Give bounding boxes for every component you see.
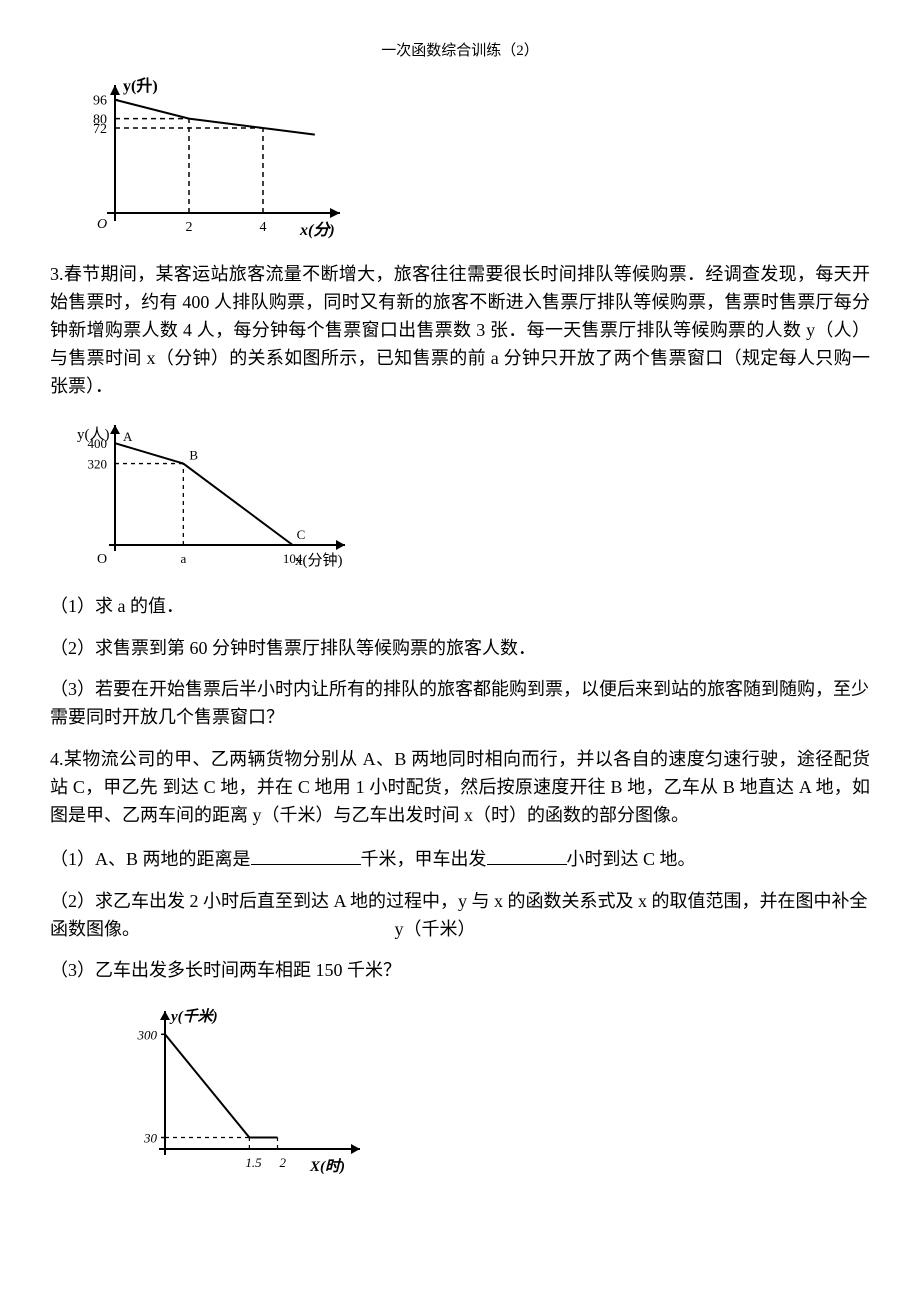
- q4-sub2: （2）求乙车出发 2 小时后直至到达 A 地的过程中，y 与 x 的函数关系式及…: [50, 888, 870, 944]
- header-title: 一次函数综合训练（2）: [381, 43, 539, 59]
- svg-text:O: O: [97, 217, 107, 232]
- svg-text:x(分): x(分): [299, 221, 335, 239]
- svg-text:400: 400: [88, 436, 108, 451]
- svg-text:X(时): X(时): [309, 1158, 345, 1175]
- q4-sub1-mid: 千米，甲车出发: [361, 849, 487, 869]
- page-header: 一次函数综合训练（2）: [50, 40, 870, 63]
- q4-number: 4.: [50, 749, 64, 769]
- q3-text: 春节期间，某客运站旅客流量不断增大，旅客往往需要很长时间排队等候购票．经调查发现…: [50, 264, 870, 396]
- q4-sub1: （1）A、B 两地的距离是 千米，甲车出发 小时到达 C 地。: [50, 844, 870, 874]
- q4-sub1-post: 小时到达 C 地。: [567, 849, 696, 869]
- chart2-svg: y(人)x(分钟)O320400a104ABC: [60, 415, 360, 575]
- svg-text:4: 4: [260, 220, 267, 235]
- q3-sub3: （3）若要在开始售票后半小时内让所有的排队的旅客都能购到票，以便后来到站的旅客随…: [50, 676, 870, 732]
- chart3-svg: y(千米) X(时) 30 300 1.5 2: [110, 999, 370, 1179]
- svg-text:y(千米): y(千米): [169, 1008, 218, 1025]
- svg-text:B: B: [189, 447, 198, 462]
- q4-paragraph: 4.某物流公司的甲、乙两辆货物分别从 A、B 两地同时相向而行，并以各自的速度匀…: [50, 746, 870, 830]
- q3-number: 3.: [50, 264, 64, 284]
- svg-text:104: 104: [283, 551, 303, 566]
- chart1-svg: y(升)x(分)O72809624: [60, 73, 360, 243]
- svg-text:A: A: [123, 429, 133, 444]
- blank-hours: [487, 844, 567, 865]
- blank-distance: [251, 844, 361, 865]
- svg-text:O: O: [97, 552, 107, 567]
- svg-text:80: 80: [93, 113, 107, 128]
- svg-text:300: 300: [137, 1028, 158, 1043]
- svg-text:96: 96: [93, 94, 107, 109]
- svg-text:30: 30: [143, 1131, 158, 1146]
- chart-q3-graph: y(人)x(分钟)O320400a104ABC: [60, 415, 870, 575]
- svg-text:2: 2: [280, 1155, 287, 1170]
- q4-sub3: （3）乙车出发多长时间两车相距 150 千米？: [50, 957, 870, 985]
- q3-paragraph: 3.春节期间，某客运站旅客流量不断增大，旅客往往需要很长时间排队等候购票．经调查…: [50, 261, 870, 400]
- svg-text:C: C: [297, 527, 306, 542]
- svg-text:1.5: 1.5: [245, 1155, 262, 1170]
- svg-text:320: 320: [88, 456, 108, 471]
- svg-text:y(升): y(升): [123, 77, 158, 95]
- q4-sub1-pre: （1）A、B 两地的距离是: [50, 849, 251, 869]
- q4-sub2-extra: y（千米）: [395, 916, 476, 944]
- chart-q4-graph: y(千米) X(时) 30 300 1.5 2: [110, 999, 870, 1179]
- svg-text:2: 2: [186, 220, 193, 235]
- q3-sub1: （1）求 a 的值．: [50, 593, 870, 621]
- q4-text: 某物流公司的甲、乙两辆货物分别从 A、B 两地同时相向而行，并以各自的速度匀速行…: [50, 749, 870, 825]
- chart-q2-graph: y(升)x(分)O72809624: [60, 73, 870, 243]
- svg-text:a: a: [180, 551, 186, 566]
- q3-sub2: （2）求售票到第 60 分钟时售票厅排队等候购票的旅客人数．: [50, 635, 870, 663]
